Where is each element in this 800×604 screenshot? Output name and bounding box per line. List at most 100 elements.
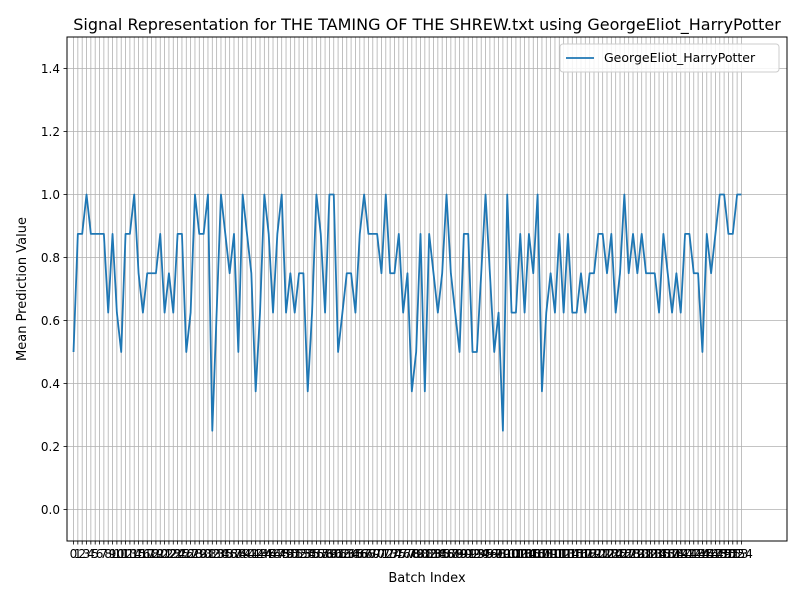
x-tick-label: 148 xyxy=(704,547,727,561)
x-tick-label: 62 xyxy=(335,547,350,561)
x-tick-label: 68 xyxy=(361,547,376,561)
x-tick-label: 39 xyxy=(235,547,250,561)
x-tick-label: 154 xyxy=(730,547,753,561)
x-tick-label: 134 xyxy=(643,547,666,561)
x-tick-label: 11 xyxy=(114,547,129,561)
x-tick-label: 30 xyxy=(196,547,211,561)
x-tick-label: 108 xyxy=(530,547,553,561)
x-tick-label: 36 xyxy=(222,547,237,561)
y-tick-label: 1.2 xyxy=(41,125,60,139)
x-tick-label: 61 xyxy=(330,547,345,561)
x-tick-label: 56 xyxy=(309,547,324,561)
x-tick-label: 2 xyxy=(78,547,86,561)
x-tick-label: 7 xyxy=(100,547,108,561)
x-tick-label: 85 xyxy=(435,547,450,561)
x-tick-label: 70 xyxy=(369,547,384,561)
x-tick-label: 113 xyxy=(552,547,575,561)
x-tick-label: 42 xyxy=(248,547,263,561)
x-tick-label: 122 xyxy=(591,547,614,561)
x-tick-label: 109 xyxy=(535,547,558,561)
x-tick-label: 15 xyxy=(131,547,146,561)
x-tick-label: 91 xyxy=(461,547,476,561)
x-tick-label: 1 xyxy=(74,547,82,561)
x-tick-label: 84 xyxy=(430,547,445,561)
x-tick-label: 72 xyxy=(378,547,393,561)
x-tick-label: 137 xyxy=(656,547,679,561)
legend-entry: GeorgeEliot_HarryPotter xyxy=(604,50,756,65)
x-tick-label: 12 xyxy=(118,547,133,561)
x-tick-label: 135 xyxy=(648,547,671,561)
x-tick-label: 17 xyxy=(140,547,155,561)
x-tick-label: 112 xyxy=(548,547,571,561)
x-tick-label: 41 xyxy=(244,547,259,561)
x-tick-label: 57 xyxy=(313,547,328,561)
x-tick-label: 9 xyxy=(109,547,117,561)
x-tick-label: 140 xyxy=(669,547,692,561)
x-tick-label: 81 xyxy=(417,547,432,561)
x-tick-label: 3 xyxy=(83,547,91,561)
x-tick-label: 126 xyxy=(609,547,632,561)
x-tick-label: 102 xyxy=(504,547,527,561)
x-tick-label: 77 xyxy=(400,547,415,561)
x-tick-label: 89 xyxy=(452,547,467,561)
x-tick-label: 38 xyxy=(231,547,246,561)
x-tick-label: 101 xyxy=(500,547,523,561)
series-layer xyxy=(72,193,742,432)
x-tick-label: 48 xyxy=(274,547,289,561)
x-tick-label: 43 xyxy=(252,547,267,561)
x-tick-label: 133 xyxy=(639,547,662,561)
x-tick-label: 32 xyxy=(205,547,220,561)
x-tick-label: 76 xyxy=(396,547,411,561)
x-tick-label: 99 xyxy=(495,547,510,561)
x-tick-label: 95 xyxy=(478,547,493,561)
x-tick-label: 120 xyxy=(583,547,606,561)
x-tick-label: 142 xyxy=(678,547,701,561)
x-tick-label: 149 xyxy=(708,547,731,561)
x-tick-label: 153 xyxy=(726,547,749,561)
x-tick-label: 87 xyxy=(443,547,458,561)
x-tick-label: 55 xyxy=(304,547,319,561)
x-tick-label: 121 xyxy=(587,547,610,561)
x-tick-label: 144 xyxy=(687,547,710,561)
x-tick-label: 116 xyxy=(565,547,588,561)
x-tick-label: 138 xyxy=(661,547,684,561)
x-tick-label: 20 xyxy=(153,547,168,561)
x-tick-label: 79 xyxy=(409,547,424,561)
x-tick-label: 94 xyxy=(474,547,489,561)
x-tick-label: 115 xyxy=(561,547,584,561)
y-tick-label: 1.0 xyxy=(41,188,60,202)
x-tick-label: 21 xyxy=(157,547,172,561)
x-tick-label: 31 xyxy=(200,547,215,561)
x-tick-label: 46 xyxy=(265,547,280,561)
x-tick-label: 65 xyxy=(348,547,363,561)
legend: GeorgeEliot_HarryPotter xyxy=(559,43,780,73)
x-tick-label: 25 xyxy=(174,547,189,561)
x-tick-label: 103 xyxy=(509,547,532,561)
x-tick-label: 111 xyxy=(543,547,566,561)
x-tick-label: 40 xyxy=(239,547,254,561)
x-tick-label: 5 xyxy=(91,547,99,561)
x-tick-label: 29 xyxy=(192,547,207,561)
x-tick-label: 26 xyxy=(179,547,194,561)
x-tick-label: 8 xyxy=(104,547,112,561)
x-tick-label: 117 xyxy=(570,547,593,561)
x-tick-label: 123 xyxy=(596,547,619,561)
x-tick-label: 104 xyxy=(513,547,536,561)
x-tick-label: 53 xyxy=(296,547,311,561)
x-tick-label: 82 xyxy=(422,547,437,561)
x-tick-label: 27 xyxy=(183,547,198,561)
x-tick-label: 83 xyxy=(426,547,441,561)
x-tick-label: 125 xyxy=(604,547,627,561)
x-tick-label: 59 xyxy=(322,547,337,561)
chart-title: Signal Representation for THE TAMING OF … xyxy=(73,15,781,35)
x-tick-label: 147 xyxy=(700,547,723,561)
x-tick-label: 66 xyxy=(352,547,367,561)
x-tick-label: 118 xyxy=(574,547,597,561)
x-tick-label: 52 xyxy=(291,547,306,561)
x-tick-label: 136 xyxy=(652,547,675,561)
x-tick-label: 105 xyxy=(517,547,540,561)
x-tick-label: 35 xyxy=(218,547,233,561)
x-tick-label: 107 xyxy=(526,547,549,561)
